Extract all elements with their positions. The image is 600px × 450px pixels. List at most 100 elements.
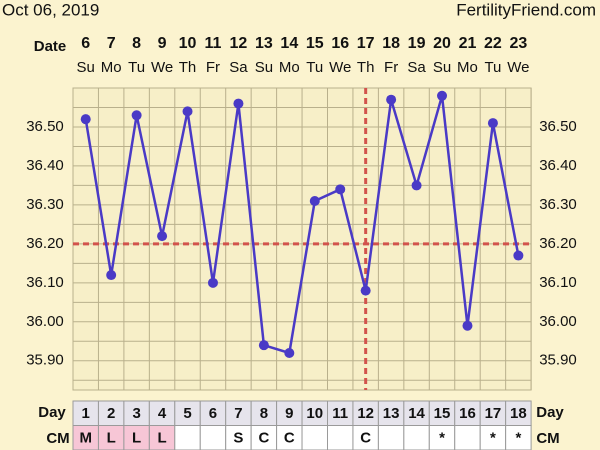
cycle-day: 4 xyxy=(158,405,167,422)
weekday: Mo xyxy=(457,59,478,76)
day-label: Day xyxy=(536,404,564,421)
site-name: FertilityFriend.com xyxy=(456,0,596,19)
cm-value: L xyxy=(107,430,116,447)
cm-label: CM xyxy=(536,430,559,447)
weekday: Fr xyxy=(206,59,220,76)
cm-cell xyxy=(403,425,430,450)
temperature-point xyxy=(106,270,117,281)
temperature-point xyxy=(131,110,142,121)
cm-cell xyxy=(250,425,278,450)
weekday: We xyxy=(507,59,529,76)
date-number: 19 xyxy=(408,35,426,52)
temperature-line xyxy=(84,95,520,355)
temperature-point xyxy=(411,180,422,191)
y-tick-label: 36.20 xyxy=(26,235,64,252)
temperature-point xyxy=(284,347,295,358)
y-tick-label-right: 36.20 xyxy=(539,235,577,252)
cycle-day: 8 xyxy=(260,405,268,422)
day-cell xyxy=(505,400,532,426)
cm-value: * xyxy=(439,430,445,447)
cycle-day: 7 xyxy=(234,405,242,422)
date-number: 13 xyxy=(255,35,273,52)
cm-value: S xyxy=(233,430,243,447)
date-number: 23 xyxy=(509,35,527,52)
temperature-point xyxy=(309,196,320,207)
date-number: 12 xyxy=(230,35,248,52)
y-tick-label-right: 36.50 xyxy=(539,118,577,135)
temperature-point xyxy=(386,94,397,105)
temperature-point xyxy=(437,90,448,101)
y-tick-label-right: 36.30 xyxy=(539,196,577,213)
cm-cell xyxy=(123,425,150,450)
temperature-point xyxy=(182,106,193,117)
weekday: Tu xyxy=(128,59,145,76)
y-tick-label-right: 36.40 xyxy=(539,157,577,174)
cm-cell xyxy=(97,425,125,450)
y-tick-label: 36.30 xyxy=(26,196,64,213)
weekday: Mo xyxy=(279,59,300,76)
day-label: Day xyxy=(38,404,66,421)
cycle-day: 12 xyxy=(357,405,374,422)
y-tick-label-right: 36.00 xyxy=(539,313,577,330)
date-number: 10 xyxy=(179,35,197,52)
cycle-day: 16 xyxy=(459,405,476,422)
cycle-day: 11 xyxy=(332,405,348,422)
day-cell xyxy=(174,400,201,426)
cm-cell xyxy=(174,425,201,450)
date-number: 17 xyxy=(357,35,375,52)
cycle-day: 17 xyxy=(485,405,502,422)
date-number: 9 xyxy=(158,35,167,52)
cm-cell xyxy=(327,425,354,450)
weekday: Tu xyxy=(306,59,323,76)
temperature-point xyxy=(207,277,218,288)
day-cell xyxy=(199,400,227,426)
temperature-point xyxy=(80,114,91,125)
cm-cell xyxy=(505,425,532,450)
cm-value: M xyxy=(79,430,92,447)
temperature-point xyxy=(157,231,168,242)
date-label: Date xyxy=(34,38,67,55)
cycle-day: 10 xyxy=(306,405,323,422)
cm-value: L xyxy=(132,430,141,447)
cm-cell xyxy=(454,425,481,450)
weekday: Fr xyxy=(384,59,398,76)
date-number: 18 xyxy=(382,35,400,52)
cycle-day: 6 xyxy=(209,405,217,422)
cm-cell xyxy=(377,425,405,450)
cm-value: C xyxy=(360,430,371,447)
temperature-point xyxy=(487,118,498,129)
cm-label: CM xyxy=(46,430,69,447)
day-cell xyxy=(327,400,354,426)
y-tick-label: 36.50 xyxy=(26,118,64,135)
temperature-point xyxy=(513,250,524,261)
cycle-day: 18 xyxy=(510,405,527,422)
date-number: 20 xyxy=(433,35,451,52)
date-number: 22 xyxy=(484,35,502,52)
day-cell xyxy=(250,400,278,426)
cm-value: C xyxy=(258,430,269,447)
date-number: 7 xyxy=(107,35,116,52)
weekday: We xyxy=(151,59,173,76)
day-cell xyxy=(123,400,150,426)
temperature-point xyxy=(233,98,244,109)
day-cell xyxy=(377,400,405,426)
cm-value: L xyxy=(157,430,166,447)
cycle-day: 13 xyxy=(383,405,400,422)
cycle-day: 3 xyxy=(132,405,140,422)
day-cell xyxy=(225,400,252,426)
date-number: 11 xyxy=(205,35,222,52)
cycle-day: 14 xyxy=(408,405,425,422)
date-number: 6 xyxy=(81,35,90,52)
weekday: Tu xyxy=(484,59,501,76)
cm-cell xyxy=(276,425,303,450)
cycle-day: 2 xyxy=(107,405,115,422)
date-number: 16 xyxy=(331,35,349,52)
cm-cell xyxy=(72,425,99,450)
day-cell xyxy=(352,400,379,426)
weekday: We xyxy=(329,59,351,76)
weekday: Su xyxy=(433,59,451,76)
temperature-point xyxy=(258,340,269,351)
cm-cell xyxy=(199,425,227,450)
y-tick-label-right: 35.90 xyxy=(539,352,577,369)
